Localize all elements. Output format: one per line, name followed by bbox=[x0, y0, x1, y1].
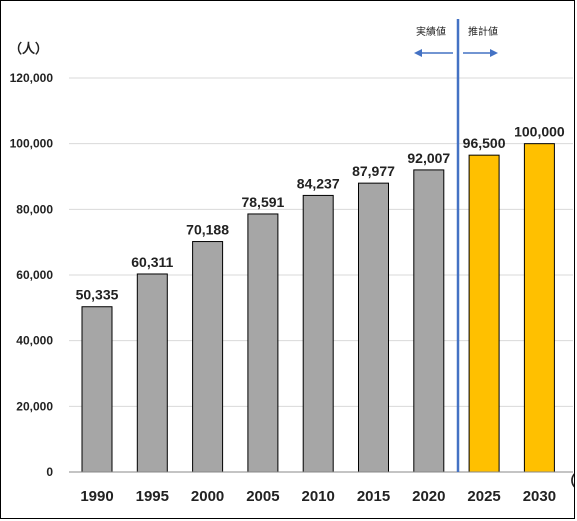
data-label: 70,188 bbox=[186, 222, 229, 238]
data-label: 84,237 bbox=[297, 175, 340, 191]
bar-actual bbox=[247, 213, 279, 473]
y-tick-label: 60,000 bbox=[16, 268, 53, 282]
y-tick-label: 120,000 bbox=[10, 71, 54, 85]
x-tick-label: 1995 bbox=[136, 488, 169, 505]
x-tick-label: 2025 bbox=[467, 488, 500, 505]
bar-estimate bbox=[523, 143, 555, 473]
estimate-region-label: 推計値 bbox=[468, 25, 498, 38]
y-tick-label: 80,000 bbox=[16, 202, 53, 216]
bar-actual bbox=[192, 241, 224, 473]
data-label: 92,007 bbox=[407, 150, 450, 166]
y-tick-label: 0 bbox=[46, 465, 53, 479]
y-axis-ticks: 0 20,000 40,000 60,000 80,000 100,000 120,000 bbox=[10, 71, 54, 479]
data-label: 50,335 bbox=[76, 287, 119, 303]
bar-actual bbox=[302, 194, 334, 473]
x-axis-unit-label: （年 bbox=[561, 472, 575, 490]
data-labels: 50,335 60,311 70,188 78,591 84,237 87,977 92,0… bbox=[76, 124, 565, 303]
y-tick-label: 40,000 bbox=[16, 334, 53, 348]
bar-actual bbox=[81, 306, 113, 473]
estimate-arrow-head bbox=[490, 49, 498, 57]
x-tick-label: 2030 bbox=[523, 488, 556, 505]
x-axis-ticks: 1990 1995 2000 2005 2010 2015 2020 2025 2030 bbox=[80, 488, 556, 505]
y-axis-unit-label: （人） bbox=[9, 41, 48, 57]
bar-estimate bbox=[468, 154, 500, 473]
x-tick-label: 2000 bbox=[191, 488, 224, 505]
x-tick-label: 1990 bbox=[80, 488, 113, 505]
x-tick-label: 2020 bbox=[412, 488, 445, 505]
x-tick-label: 2005 bbox=[246, 488, 279, 505]
y-tick-label: 100,000 bbox=[10, 137, 54, 151]
actual-arrow-head bbox=[414, 49, 422, 57]
data-label: 60,311 bbox=[131, 254, 173, 270]
actual-region-label: 実績値 bbox=[416, 25, 446, 38]
x-tick-label: 2010 bbox=[302, 488, 335, 505]
data-label: 96,500 bbox=[463, 135, 506, 151]
bars bbox=[81, 143, 555, 473]
bar-actual bbox=[136, 273, 168, 473]
data-label: 87,977 bbox=[352, 163, 395, 179]
bar-actual bbox=[358, 182, 389, 473]
x-tick-label: 2015 bbox=[357, 488, 390, 505]
data-label: 78,591 bbox=[241, 194, 284, 210]
region-arrows bbox=[414, 49, 498, 57]
data-label: 100,000 bbox=[514, 124, 565, 140]
bar-actual bbox=[413, 169, 445, 473]
y-tick-label: 20,000 bbox=[16, 399, 53, 413]
